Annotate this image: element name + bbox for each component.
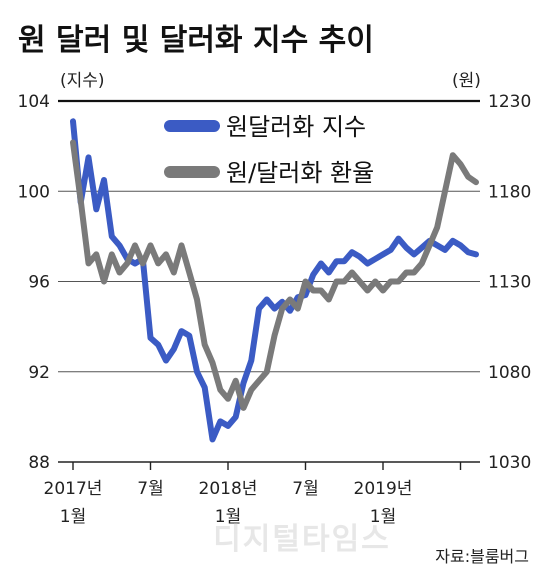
x-tick-label: 7월 [137,479,163,499]
right-tick-label: 1230 [488,92,531,112]
left-tick-label: 100 [18,182,50,202]
x-tick-label-sub: 1월 [370,507,396,527]
legend-label: 원/달러화 환율 [226,159,374,187]
right-tick-label: 1080 [488,363,531,383]
x-tick-label: 7월 [292,479,318,499]
x-tick-label-sub: 1월 [60,507,86,527]
right-tick-label: 1180 [488,182,531,202]
chart-title: 원 달러 및 달러화 지수 추이 [18,23,374,58]
left-tick-label: 104 [18,92,50,112]
watermark: 디지털타임스 [213,522,391,557]
legend-label: 원달러화 지수 [226,113,366,141]
left-tick-label: 88 [28,453,50,473]
left-tick-label: 96 [28,273,50,293]
x-tick-label: 2017년 [44,479,103,499]
left-axis-unit: (지수) [60,71,105,91]
source-label: 자료:블룸버그 [435,547,529,566]
right-tick-label: 1130 [488,273,531,293]
x-tick-label: 2018년 [199,479,258,499]
x-tick-label-sub: 1월 [215,507,241,527]
x-tick-label: 2019년 [354,479,413,499]
right-tick-label: 1030 [488,453,531,473]
left-tick-label: 92 [28,363,50,383]
right-axis-unit: (원) [452,71,481,91]
series-line-krw-usd [70,139,479,411]
